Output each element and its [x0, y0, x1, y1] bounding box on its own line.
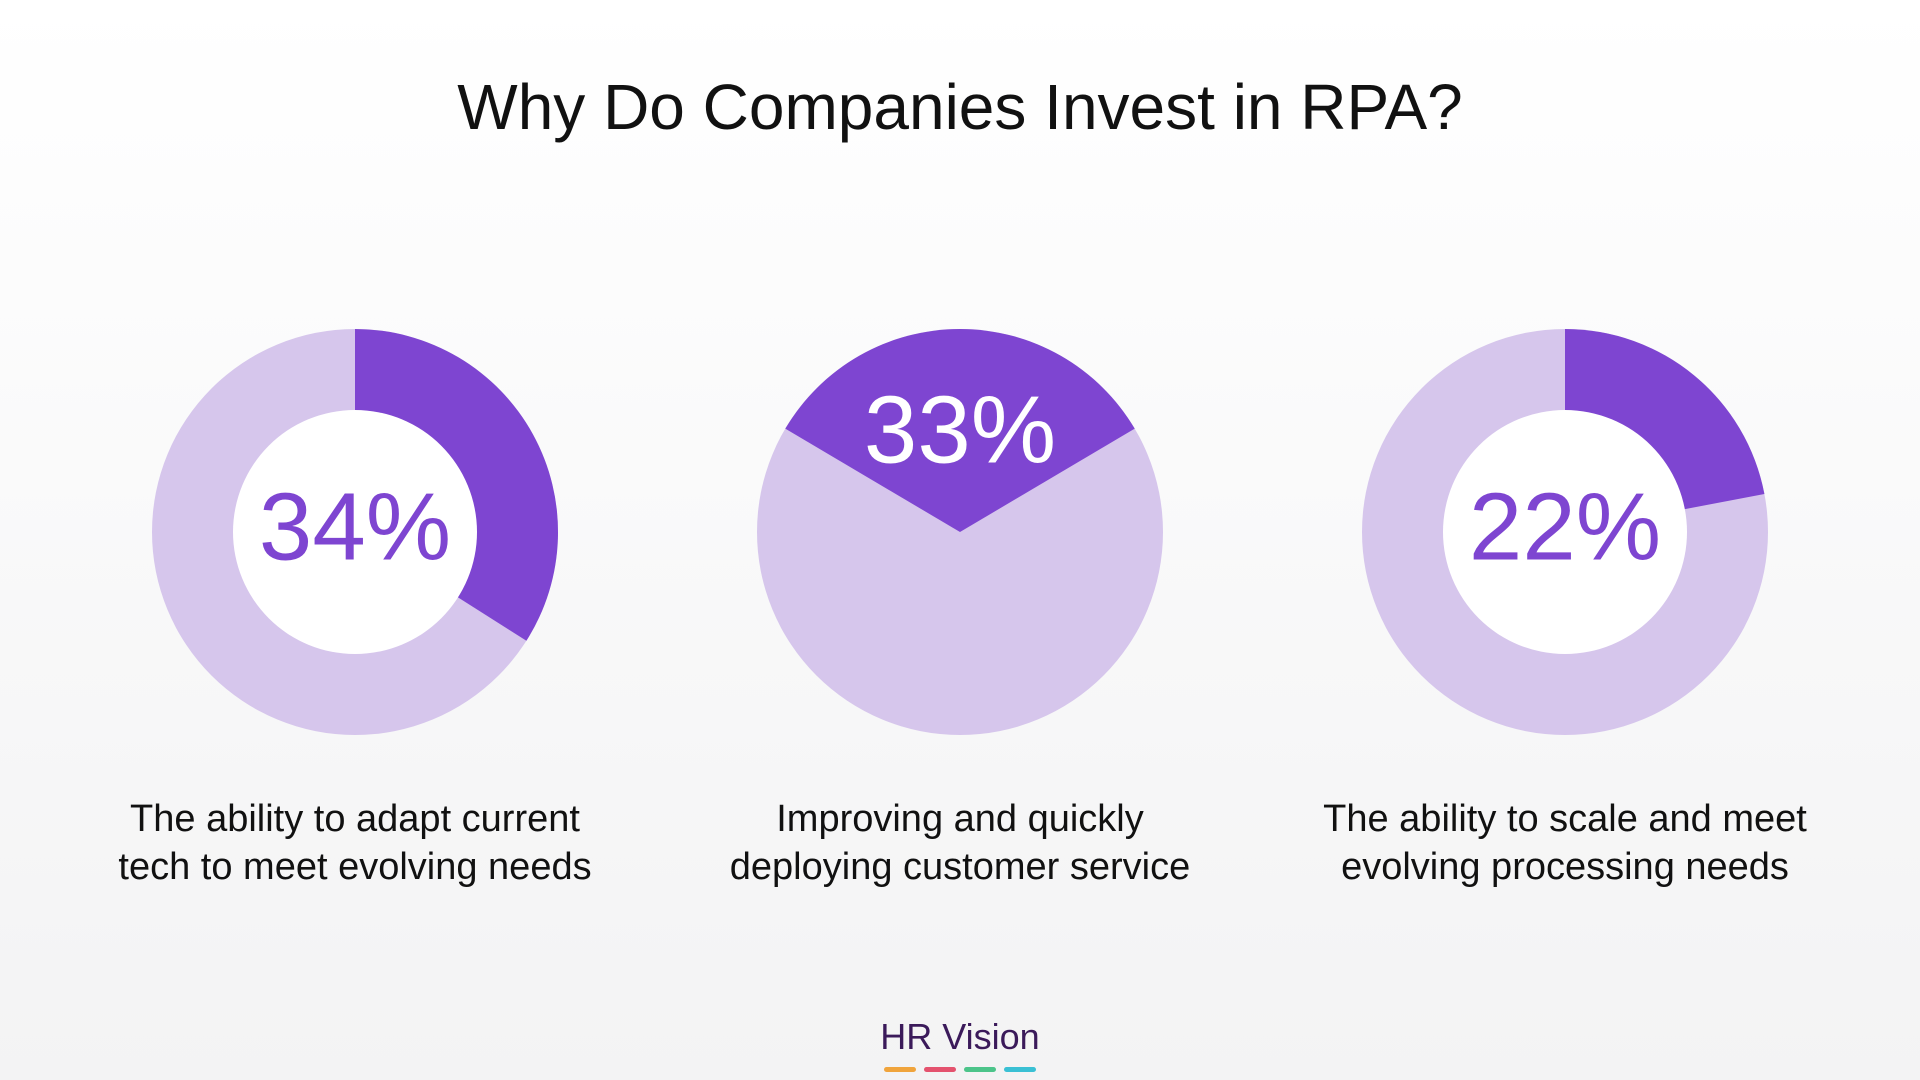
caption-line: tech to meet evolving needs — [118, 846, 592, 888]
logo-bar-teal — [1004, 1067, 1036, 1072]
chart-adapt-tech: 34% — [152, 329, 558, 735]
value-label: 34% — [259, 473, 451, 580]
donut-hole — [233, 410, 477, 654]
value-label: 22% — [1469, 473, 1661, 580]
chart-title: Why Do Companies Invest in RPA? — [457, 71, 1463, 143]
caption-line: The ability to adapt current — [130, 798, 580, 840]
logo-color-bars — [884, 1067, 1036, 1072]
logo-bar-green — [964, 1067, 996, 1072]
caption-line: deploying customer service — [729, 846, 1191, 888]
caption-adapt-tech: The ability to adapt current tech to mee… — [75, 795, 635, 891]
logo-bar-orange — [884, 1067, 916, 1072]
logo-bar-red — [924, 1067, 956, 1072]
caption-line: evolving processing needs — [1341, 846, 1789, 888]
value-label: 33% — [864, 376, 1056, 483]
caption-line: Improving and quickly — [776, 798, 1144, 840]
chart-customer-service: 33% — [757, 329, 1163, 735]
hr-vision-logo: HR Vision — [0, 1015, 1920, 1077]
caption-line: The ability to scale and meet — [1323, 798, 1807, 840]
caption-customer-service: Improving and quickly deploying customer… — [680, 795, 1240, 891]
donut-hole — [1443, 410, 1687, 654]
caption-scale-processing: The ability to scale and meet evolving p… — [1285, 795, 1845, 891]
chart-scale-processing: 22% — [1362, 329, 1768, 735]
slice-value — [785, 329, 1135, 532]
logo-text: HR Vision — [880, 1016, 1040, 1057]
